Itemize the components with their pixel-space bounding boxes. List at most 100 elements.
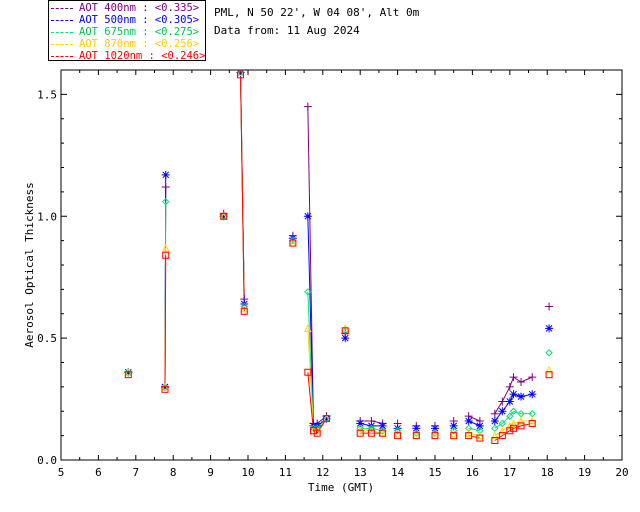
data-point xyxy=(161,385,169,393)
series-line-segment xyxy=(164,255,167,390)
data-point xyxy=(240,304,249,313)
data-point xyxy=(161,170,170,179)
data-point xyxy=(517,378,526,386)
data-date: Data from: 11 Aug 2024 xyxy=(214,24,360,37)
data-point xyxy=(412,424,421,433)
data-point xyxy=(356,424,364,433)
x-tick-label: 9 xyxy=(207,466,214,479)
data-point xyxy=(517,409,525,418)
series-line-segment xyxy=(513,425,522,429)
data-point xyxy=(289,239,297,247)
data-point xyxy=(240,307,248,315)
data-point xyxy=(367,424,376,433)
data-point xyxy=(124,368,133,376)
series-line-segment xyxy=(468,415,481,422)
y-tick-label: 0.0 xyxy=(37,454,57,467)
legend-item-1020: AOT 1020nm : <0.246> xyxy=(51,50,205,62)
data-point xyxy=(449,421,458,430)
x-tick-label: 12 xyxy=(316,466,329,479)
data-point xyxy=(313,426,321,435)
data-point xyxy=(341,324,350,332)
data-point xyxy=(304,288,312,296)
legend-swatch-675 xyxy=(51,31,73,33)
data-point xyxy=(356,429,364,437)
data-point xyxy=(341,327,349,335)
x-tick-label: 17 xyxy=(503,466,516,479)
data-point xyxy=(124,371,132,379)
y-tick-label: 0.5 xyxy=(37,332,57,345)
x-tick-label: 8 xyxy=(170,466,177,479)
data-point xyxy=(464,429,473,437)
data-point xyxy=(506,427,514,435)
legend-item-400: AOT 400nm : <0.335> xyxy=(51,2,199,14)
x-tick-label: 18 xyxy=(541,466,554,479)
legend-item-500: AOT 500nm : <0.305> xyxy=(51,14,199,26)
data-point xyxy=(162,197,170,206)
series-line-segment xyxy=(502,430,511,437)
legend-swatch-500 xyxy=(51,19,73,21)
data-point xyxy=(304,324,312,332)
data-point xyxy=(412,432,420,440)
data-point xyxy=(490,409,499,418)
legend-label-870: AOT 870nm : <0.256> xyxy=(79,38,200,50)
plot-frame xyxy=(60,69,623,461)
data-point xyxy=(465,432,473,440)
data-point xyxy=(498,419,507,428)
series-line-segment xyxy=(494,401,503,414)
data-point xyxy=(528,373,537,382)
x-tick-label: 6 xyxy=(95,466,102,479)
legend-swatch-400 xyxy=(51,7,73,9)
y-tick-label: 1.0 xyxy=(37,210,57,223)
data-point xyxy=(356,426,365,435)
data-point xyxy=(498,397,507,406)
data-point xyxy=(517,416,525,425)
data-point xyxy=(490,417,499,425)
data-point xyxy=(509,373,518,382)
legend-label-1020: AOT 1020nm : <0.246> xyxy=(79,50,206,62)
x-tick-label: 7 xyxy=(132,466,139,479)
data-point xyxy=(304,368,312,376)
data-point xyxy=(236,70,245,76)
x-tick-label: 15 xyxy=(428,466,441,479)
series-line-segment xyxy=(307,372,314,431)
data-point xyxy=(160,382,169,391)
data-point xyxy=(379,429,387,437)
data-point xyxy=(464,424,473,433)
data-point xyxy=(450,432,458,440)
data-point xyxy=(505,397,514,406)
data-point xyxy=(124,368,133,377)
data-point xyxy=(517,422,525,430)
data-point xyxy=(367,429,375,437)
data-point xyxy=(545,302,554,311)
data-point xyxy=(491,424,499,433)
series-line-segment xyxy=(509,410,514,417)
data-point xyxy=(528,409,536,418)
data-point xyxy=(528,419,536,427)
series-line-segment xyxy=(240,74,245,312)
legend-swatch-1020 xyxy=(51,55,73,57)
data-point xyxy=(491,431,499,440)
legend-label-500: AOT 500nm : <0.305> xyxy=(79,14,200,26)
data-point xyxy=(545,365,553,374)
data-point xyxy=(237,71,245,79)
data-point xyxy=(476,431,484,440)
data-point xyxy=(476,434,484,442)
data-point xyxy=(509,419,518,427)
x-axis-label: Time (GMT) xyxy=(308,481,374,494)
data-point xyxy=(367,426,376,435)
data-point xyxy=(431,432,439,440)
legend-label-675: AOT 675nm : <0.275> xyxy=(79,26,200,38)
data-point xyxy=(161,382,169,391)
y-axis-label: Aerosol Optical Thickness xyxy=(23,182,36,348)
x-tick-label: 13 xyxy=(354,466,367,479)
x-tick-label: 11 xyxy=(279,466,292,479)
data-point xyxy=(498,407,507,416)
data-point xyxy=(220,212,228,220)
data-point xyxy=(431,424,439,433)
data-point xyxy=(303,102,312,111)
series-line-segment xyxy=(494,435,503,441)
data-point xyxy=(506,412,514,420)
data-point xyxy=(313,429,321,437)
data-point xyxy=(449,427,458,435)
data-point xyxy=(394,432,402,440)
